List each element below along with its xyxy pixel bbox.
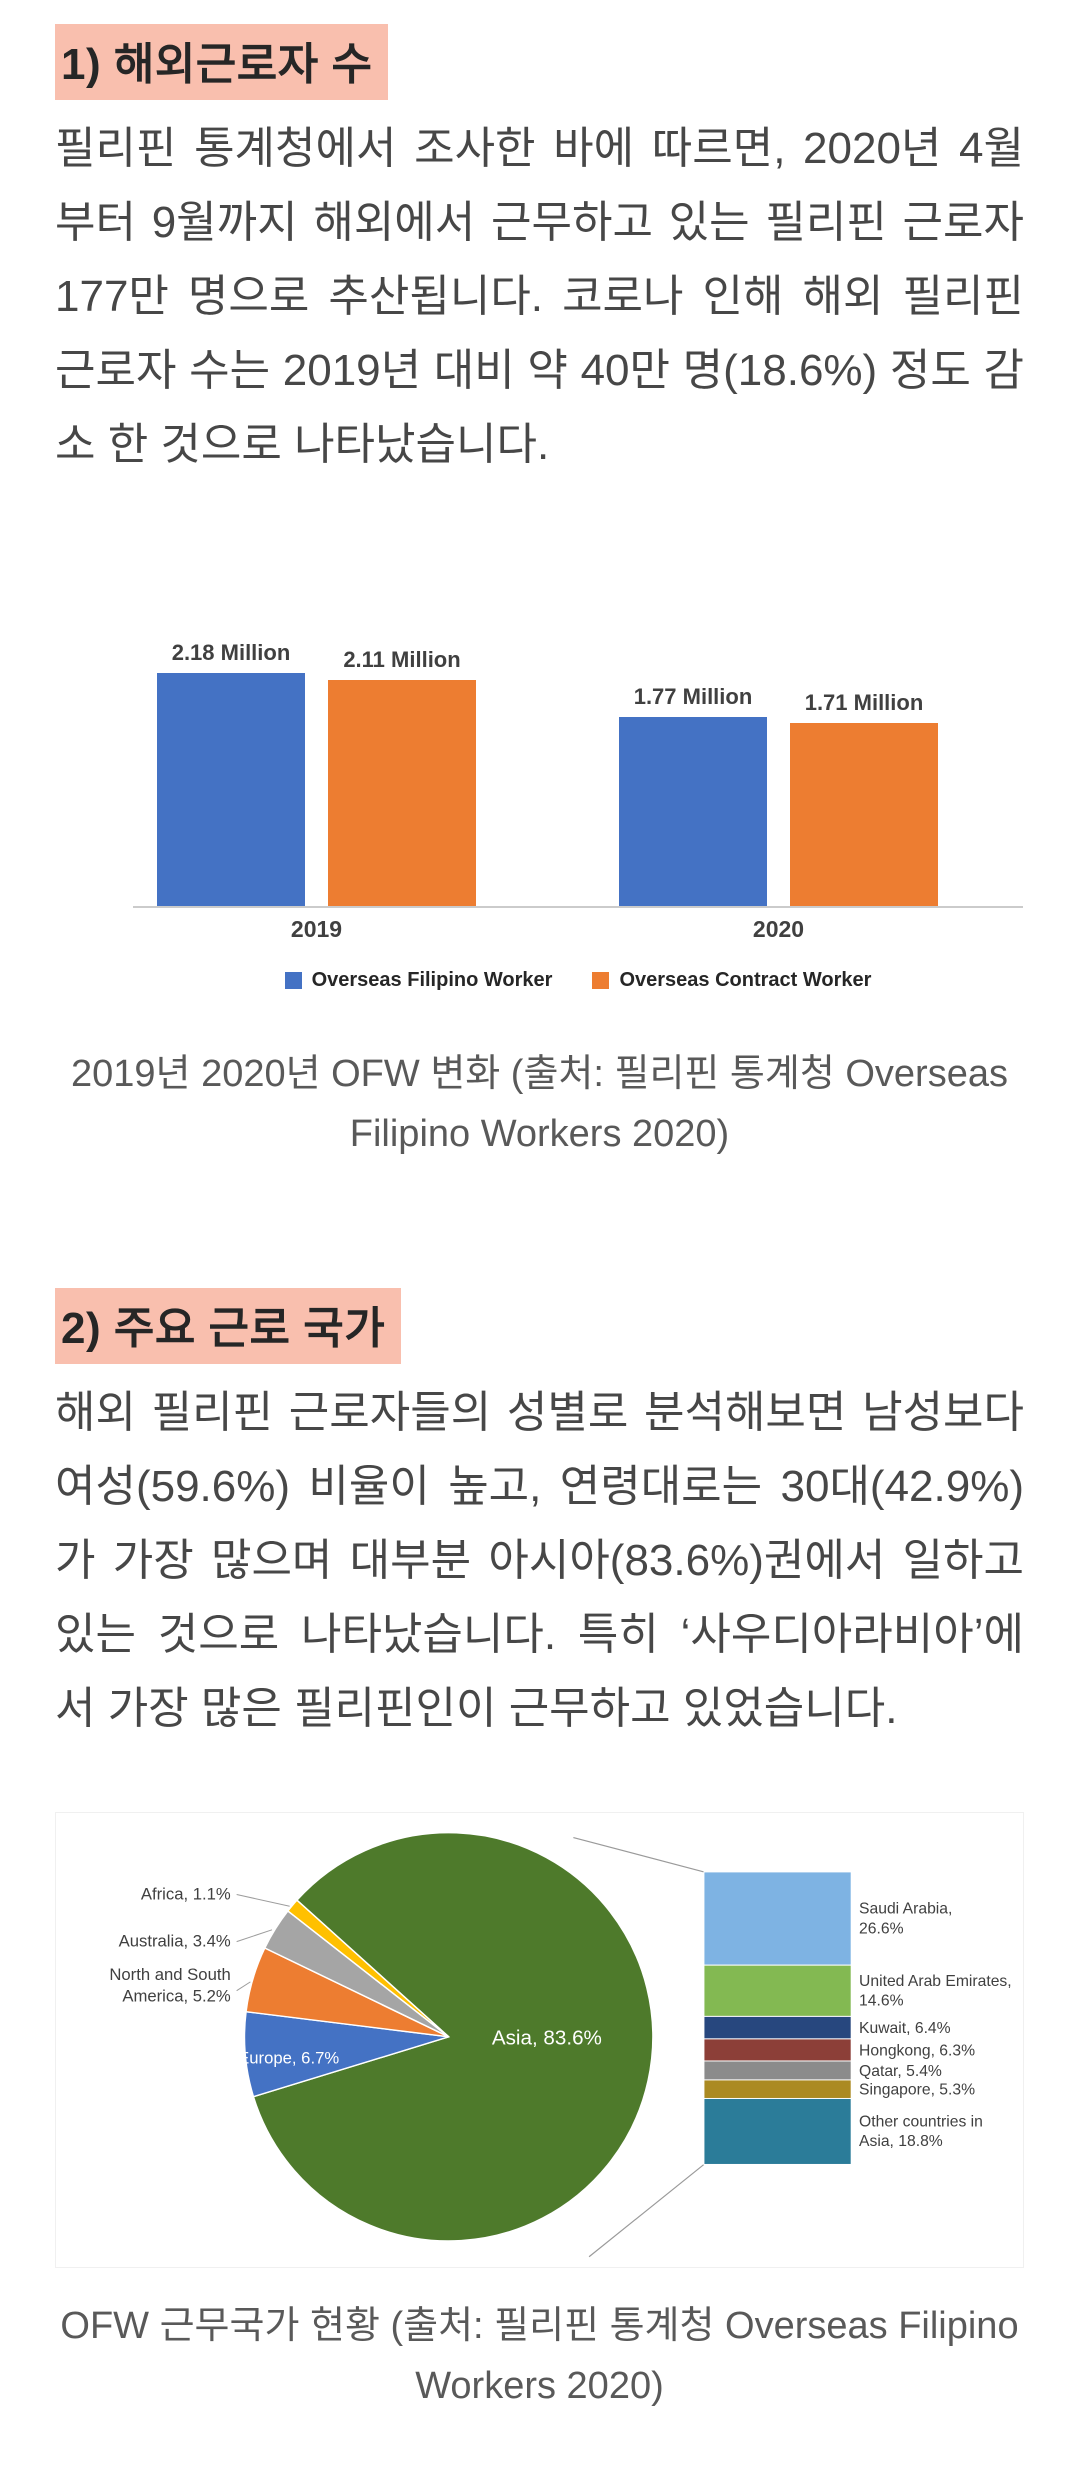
breakout-segment-qatar — [703, 2060, 852, 2081]
ofw-pie-chart-figure: Asia, 83.6% Europe, 6.7% North and South Am… — [55, 1812, 1024, 2268]
breakout-segment-other-countries-in-asia — [703, 2097, 852, 2165]
bar-column: 1.71 Million — [790, 690, 938, 906]
section1-heading-text: 1) 해외근로자 수 — [55, 24, 389, 100]
bar-chart-caption: 2019년 2020년 OFW 변화 (출처: 필리핀 통계청 Overseas… — [71, 1053, 1008, 1155]
ofw-bar-chart-figure: 2.18 Million 2.11 Million 1.77 Million 1.71… — [133, 602, 1023, 992]
pie-label-north-and-south-america: North and South America, 5.2% — [109, 1965, 231, 2006]
pie-connector-line — [588, 2163, 705, 2258]
pie-leader-line — [236, 1929, 273, 1943]
bar-2020-overseas-filipino-worker — [619, 717, 767, 906]
pie-slice-asia — [252, 1831, 654, 2242]
breakout-label-saudi-arabia: Saudi Arabia, 26.6% — [859, 1901, 952, 1938]
bar-column: 1.77 Million — [619, 684, 767, 906]
pie-slice-africa — [286, 1899, 450, 2038]
bar-category-label: 2020 — [752, 916, 805, 942]
bar-value-label: 2.11 Million — [343, 647, 461, 672]
pie-connector-line — [573, 1836, 705, 1873]
section2-heading-text: 2) 주요 근로 국가 — [55, 1288, 402, 1364]
bar-category-label: 2019 — [290, 916, 343, 942]
bar-2019-overseas-contract-worker — [328, 680, 476, 906]
bar-column: 2.18 Million — [157, 640, 305, 906]
bar-2020-overseas-contract-worker — [790, 723, 938, 906]
section2-paragraph: 해외 필리핀 근로자들의 성별로 분석해보면 남성보다 여성(59.6%) 비율… — [55, 1388, 1024, 1733]
pie-label-africa: Africa, 1.1% — [141, 1884, 231, 1903]
breakout-label-kuwait: Kuwait, 6.4% — [859, 2020, 951, 2037]
breakout-segment-saudi-arabia — [703, 1871, 852, 1966]
bar-value-label: 1.77 Million — [633, 684, 753, 709]
breakout-segment-united-arab-emirates — [703, 1964, 852, 2017]
breakout-label-hongkong: Hongkong, 6.3% — [859, 2042, 975, 2059]
bar-chart-category-axis: 2019 2020 — [133, 916, 1023, 943]
breakout-label-united-arab-emirates: United Arab Emirates, 14.6% — [859, 1973, 1012, 2010]
legend-swatch-icon — [592, 972, 610, 989]
bar-chart-legend: Overseas Filipino Worker Overseas Contrac… — [133, 969, 1023, 992]
bar-column: 2.11 Million — [328, 647, 476, 906]
bar-of-pie-chart: Asia, 83.6% Europe, 6.7% North and South Am… — [109, 1831, 1012, 2258]
legend-swatch-icon — [284, 972, 302, 989]
bar-value-label: 2.18 Million — [171, 640, 291, 665]
pie-leader-line — [236, 1981, 251, 1992]
pie-leader-line — [236, 1894, 290, 1907]
bar-group-2019: 2.18 Million 2.11 Million — [157, 640, 476, 906]
section1-paragraph: 필리핀 통계청에서 조사한 바에 따르면, 2020년 4월부터 9월까지 해외… — [55, 124, 1024, 469]
bar-group-2020: 1.77 Million 1.71 Million — [619, 684, 938, 906]
pie-label-asia: Asia, 83.6% — [492, 2027, 602, 2050]
section2-heading: 2) 주요 근로 국가 — [55, 1288, 1024, 1364]
breakout-segment-singapore — [703, 2079, 852, 2099]
breakout-segment-kuwait — [703, 2015, 852, 2040]
breakout-label-other-countries-in-asia: Other countries in Asia, 18.8% — [859, 2114, 983, 2151]
breakout-label-qatar: Qatar, 5.4% — [859, 2063, 942, 2080]
pie-label-australia: Australia, 3.4% — [119, 1932, 231, 1951]
bar-chart-plot-area: 2.18 Million 2.11 Million 1.77 Million 1.71… — [133, 602, 1023, 908]
breakout-label-singapore: Singapore, 5.3% — [859, 2082, 975, 2099]
legend-label: Overseas Filipino Worker — [311, 969, 553, 991]
legend-item-overseas-filipino-worker: Overseas Filipino Worker — [284, 969, 553, 992]
section1-heading: 1) 해외근로자 수 — [55, 24, 1024, 100]
legend-label: Overseas Contract Worker — [619, 969, 872, 991]
breakout-segment-hongkong — [703, 2038, 852, 2062]
bar-value-label: 1.71 Million — [804, 690, 924, 715]
pie-chart-caption: OFW 근무국가 현황 (출처: 필리핀 통계청 Overseas Filipi… — [60, 2304, 1019, 2407]
legend-item-overseas-contract-worker: Overseas Contract Worker — [592, 969, 871, 992]
bar-2019-overseas-filipino-worker — [157, 673, 305, 906]
article-page: 1) 해외근로자 수 필리핀 통계청에서 조사한 바에 따르면, 2020년 4… — [55, 24, 1024, 2407]
pie-label-europe: Europe, 6.7% — [238, 2048, 339, 2067]
